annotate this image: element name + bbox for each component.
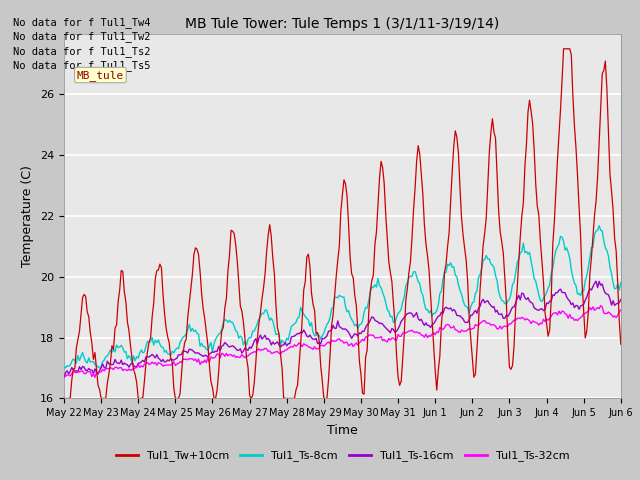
X-axis label: Time: Time bbox=[327, 424, 358, 437]
Text: No data for f Tul1_Ts2: No data for f Tul1_Ts2 bbox=[13, 46, 150, 57]
Text: No data for f Tul1_Ts5: No data for f Tul1_Ts5 bbox=[13, 60, 150, 71]
Text: No data for f Tul1_Tw2: No data for f Tul1_Tw2 bbox=[13, 31, 150, 42]
Legend: Tul1_Tw+10cm, Tul1_Ts-8cm, Tul1_Ts-16cm, Tul1_Ts-32cm: Tul1_Tw+10cm, Tul1_Ts-8cm, Tul1_Ts-16cm,… bbox=[111, 446, 573, 466]
Text: MB_tule: MB_tule bbox=[77, 70, 124, 81]
Title: MB Tule Tower: Tule Temps 1 (3/1/11-3/19/14): MB Tule Tower: Tule Temps 1 (3/1/11-3/19… bbox=[185, 17, 500, 31]
Y-axis label: Temperature (C): Temperature (C) bbox=[22, 165, 35, 267]
Text: No data for f Tul1_Tw4: No data for f Tul1_Tw4 bbox=[13, 17, 150, 28]
